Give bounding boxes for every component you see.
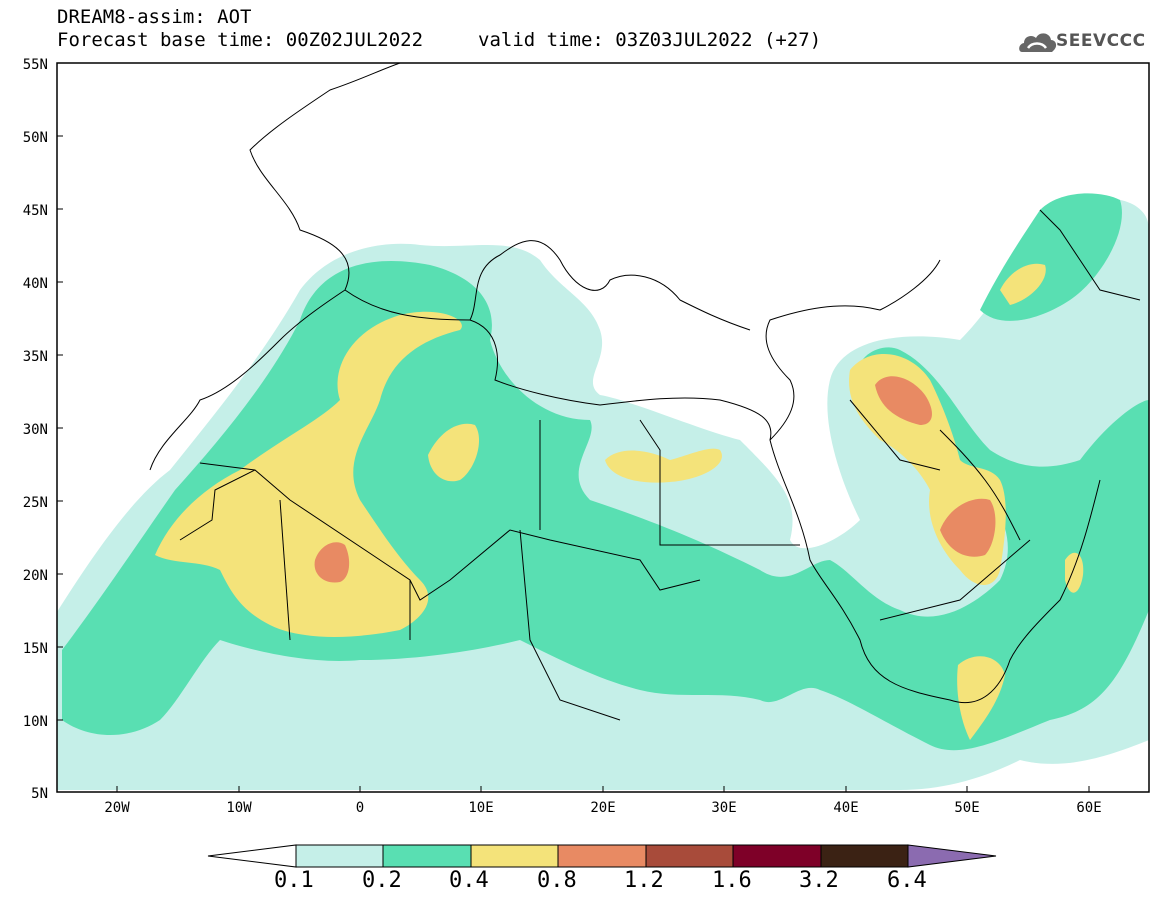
colorbar-label: 1.2 [624,868,664,893]
colorbar-segment [382,844,472,868]
valid-time: valid time: 03Z03JUL2022 (+27) [478,29,822,51]
colorbar-segment [295,844,384,868]
colorbar-label: 6.4 [887,868,927,893]
aot-region-high-uae [1065,552,1084,593]
colorbar-label: 0.1 [274,868,314,893]
y-label: 30N [23,422,48,438]
colorbar-label: 0.2 [362,868,402,893]
aot-region-high-sahara [155,311,462,637]
colorbar-high-arrow [907,844,997,868]
title-line-1: DREAM8-assim: AOT [57,6,252,28]
x-label: 40E [833,800,858,816]
y-label: 10N [23,714,48,730]
logo-text: SEEVCCC [1056,31,1146,51]
axis-ticks [57,62,1090,793]
colorbar-segment [645,844,734,868]
colorbar-segment [557,844,647,868]
colorbar-segment [820,844,909,868]
colorbar-label: 0.8 [537,868,577,893]
colorbar-segment [470,844,559,868]
y-label: 45N [23,203,48,219]
forecast-base-time: Forecast base time: 00Z02JUL2022 [57,29,424,51]
x-label: 0 [356,800,364,816]
x-label: 30E [711,800,736,816]
colorbar-label: 1.6 [712,868,752,893]
aot-region-very-high-mali [314,542,350,583]
y-label: 5N [31,786,48,802]
aot-region-very-high-gulf [940,498,996,557]
y-label: 50N [23,130,48,146]
x-label: 50E [954,800,979,816]
aot-region-high-caspian [1000,263,1046,305]
colorbar [207,844,997,868]
y-label: 25N [23,495,48,511]
aot-region-high-algeria [428,423,480,482]
y-label: 55N [23,57,48,73]
x-label: 60E [1076,800,1101,816]
aot-region-high-libya [605,448,722,483]
x-axis-labels: 20W 10W 0 10E 20E 30E 40E 50E 60E [104,800,1101,816]
cloud-logo-icon [1019,33,1057,52]
colorbar-low-arrow [207,844,297,868]
aot-region-very-high-iraq [875,376,932,425]
x-label: 10E [468,800,493,816]
colorbar-segment [732,844,822,868]
colorbar-label: 3.2 [799,868,839,893]
x-label: 10W [226,800,252,816]
colorbar-label: 0.4 [449,868,489,893]
y-axis-labels: 55N 50N 45N 40N 35N 30N 25N 20N 15N 10N … [23,57,48,802]
y-label: 35N [23,349,48,365]
aot-field [57,193,1149,791]
y-label: 15N [23,641,48,657]
aot-region-high-oman [957,656,1005,740]
y-label: 20N [23,568,48,584]
y-label: 40N [23,276,48,292]
x-label: 20W [104,800,130,816]
coastlines [149,63,1141,721]
x-label: 20E [590,800,615,816]
